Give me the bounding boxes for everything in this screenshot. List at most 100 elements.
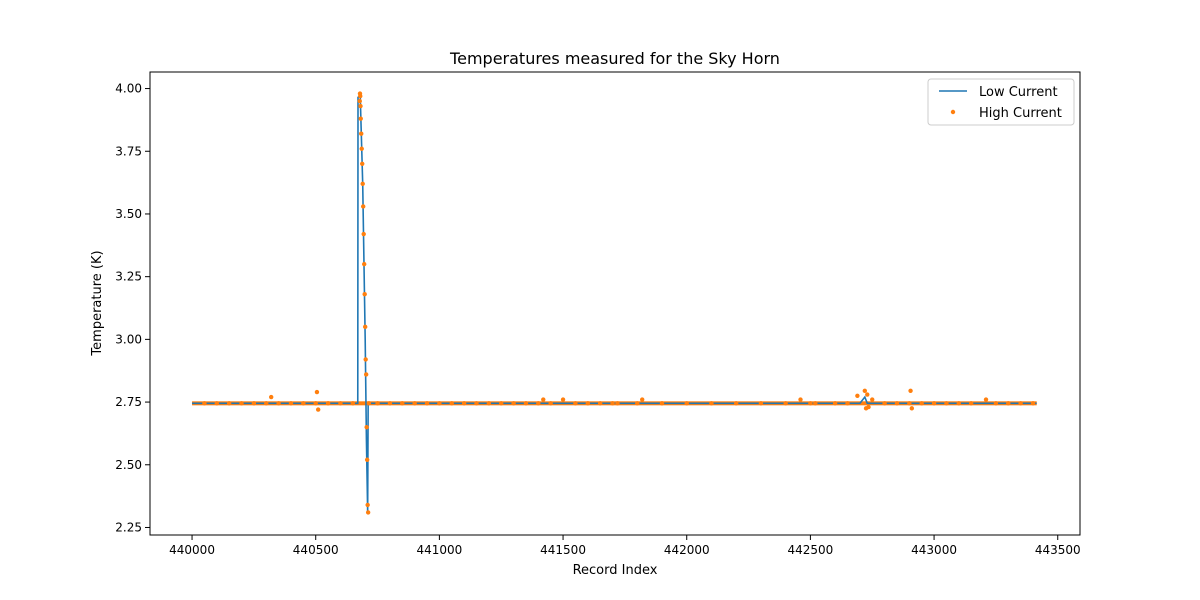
scatter-point-high-current — [783, 401, 788, 406]
scatter-point-high-current — [615, 401, 620, 406]
scatter-point-high-current — [585, 401, 590, 406]
scatter-point-high-current — [387, 401, 393, 406]
scatter-point-high-current — [202, 401, 207, 406]
scatter-layer — [202, 91, 1036, 515]
y-tick-label: 3.00 — [115, 332, 142, 346]
legend-marker-swatch — [950, 109, 956, 115]
scatter-point-high-current — [358, 116, 363, 121]
scatter-point-high-current — [1030, 401, 1036, 406]
scatter-point-high-current — [362, 324, 368, 330]
scatter-point-high-current — [301, 401, 306, 406]
y-tick-label: 4.00 — [115, 82, 142, 96]
x-tick-label: 442000 — [664, 543, 710, 557]
scatter-point-high-current — [968, 401, 974, 406]
x-tick-label: 440000 — [169, 543, 215, 557]
y-axis-label: Temperature (K) — [90, 250, 105, 356]
scatter-point-high-current — [365, 502, 370, 508]
scatter-point-high-current — [499, 401, 504, 406]
scatter-point-high-current — [363, 357, 368, 362]
scatter-point-high-current — [486, 401, 492, 406]
legend-label-low-current: Low Current — [979, 85, 1058, 100]
scatter-point-high-current — [363, 372, 369, 377]
scatter-point-high-current — [412, 401, 417, 406]
y-tick-label: 3.25 — [115, 270, 142, 284]
plot-area — [149, 71, 1081, 536]
scatter-point-high-current — [548, 401, 553, 406]
scatter-point-high-current — [640, 397, 645, 402]
scatter-point-high-current — [314, 389, 320, 395]
scatter-point-high-current — [983, 397, 989, 402]
scatter-point-high-current — [449, 401, 454, 406]
scatter-point-high-current — [338, 401, 343, 406]
scatter-point-high-current — [1006, 401, 1011, 406]
scatter-point-high-current — [315, 407, 321, 412]
x-tick-label: 441000 — [416, 543, 462, 557]
scatter-point-high-current — [684, 401, 689, 406]
scatter-point-high-current — [610, 401, 615, 406]
scatter-point-high-current — [276, 401, 281, 406]
scatter-point-high-current — [635, 401, 640, 406]
scatter-point-high-current — [511, 401, 516, 406]
scatter-point-high-current — [361, 231, 366, 237]
scatter-point-high-current — [523, 401, 529, 406]
legend-label-high-current: High Current — [979, 106, 1062, 121]
scatter-point-high-current — [424, 401, 430, 406]
scatter-point-high-current — [734, 401, 739, 406]
scatter-point-high-current — [239, 401, 244, 406]
scatter-point-high-current — [264, 401, 269, 406]
scatter-point-high-current — [944, 401, 949, 406]
scatter-point-high-current — [758, 401, 764, 406]
scatter-point-high-current — [360, 161, 365, 166]
scatter-point-high-current — [366, 401, 372, 406]
scatter-point-high-current — [365, 510, 371, 515]
scatter-point-high-current — [400, 401, 405, 406]
y-tick-label: 2.50 — [115, 458, 142, 472]
scatter-point-high-current — [870, 397, 875, 402]
scatter-point-high-current — [358, 103, 363, 109]
scatter-point-high-current — [993, 401, 999, 406]
x-axis: 440000 440500 441000 441500 442000 442500 4430… — [169, 535, 1081, 557]
scatter-point-high-current — [288, 401, 294, 406]
scatter-point-high-current — [907, 401, 912, 406]
scatter-point-high-current — [894, 401, 900, 406]
scatter-point-high-current — [358, 93, 363, 99]
scatter-point-high-current — [536, 401, 541, 406]
x-tick-label: 443500 — [1035, 543, 1081, 557]
scatter-point-high-current — [909, 406, 915, 411]
scatter-point-high-current — [359, 146, 364, 151]
scatter-point-high-current — [361, 204, 366, 209]
scatter-point-high-current — [866, 404, 871, 410]
x-tick-label: 442500 — [787, 543, 833, 557]
scatter-point-high-current — [364, 457, 370, 462]
scatter-point-high-current — [597, 401, 603, 406]
y-tick-label: 3.50 — [115, 207, 142, 221]
scatter-point-high-current — [251, 401, 257, 406]
scatter-point-high-current — [364, 424, 369, 430]
scatter-point-high-current — [214, 401, 219, 406]
scatter-point-high-current — [908, 388, 913, 393]
scatter-point-high-current — [919, 401, 924, 406]
scatter-point-high-current — [350, 401, 356, 406]
scatter-point-high-current — [375, 401, 380, 406]
scatter-point-high-current — [808, 401, 813, 406]
scatter-point-high-current — [1018, 401, 1023, 406]
scatter-point-high-current — [226, 401, 232, 406]
scatter-point-high-current — [437, 401, 442, 406]
scatter-point-high-current — [541, 397, 546, 402]
scatter-point-high-current — [659, 401, 665, 406]
plot-background — [150, 72, 1080, 535]
scatter-point-high-current — [362, 292, 367, 297]
chart-title: Temperatures measured for the Sky Horn — [449, 49, 780, 68]
plot-frame — [149, 71, 1081, 536]
scatter-point-high-current — [813, 401, 818, 406]
scatter-point-high-current — [798, 397, 803, 402]
x-tick-label: 441500 — [540, 543, 586, 557]
y-tick-label: 3.75 — [115, 144, 142, 158]
y-axis: 2.25 2.50 2.75 3.00 3.25 3.50 3.75 4.00 — [115, 82, 150, 534]
scatter-point-high-current — [357, 98, 362, 104]
x-axis-label: Record Index — [573, 563, 658, 578]
scatter-point-high-current — [862, 388, 868, 393]
scatter-point-high-current — [882, 401, 887, 406]
x-tick-label: 443000 — [911, 543, 957, 557]
